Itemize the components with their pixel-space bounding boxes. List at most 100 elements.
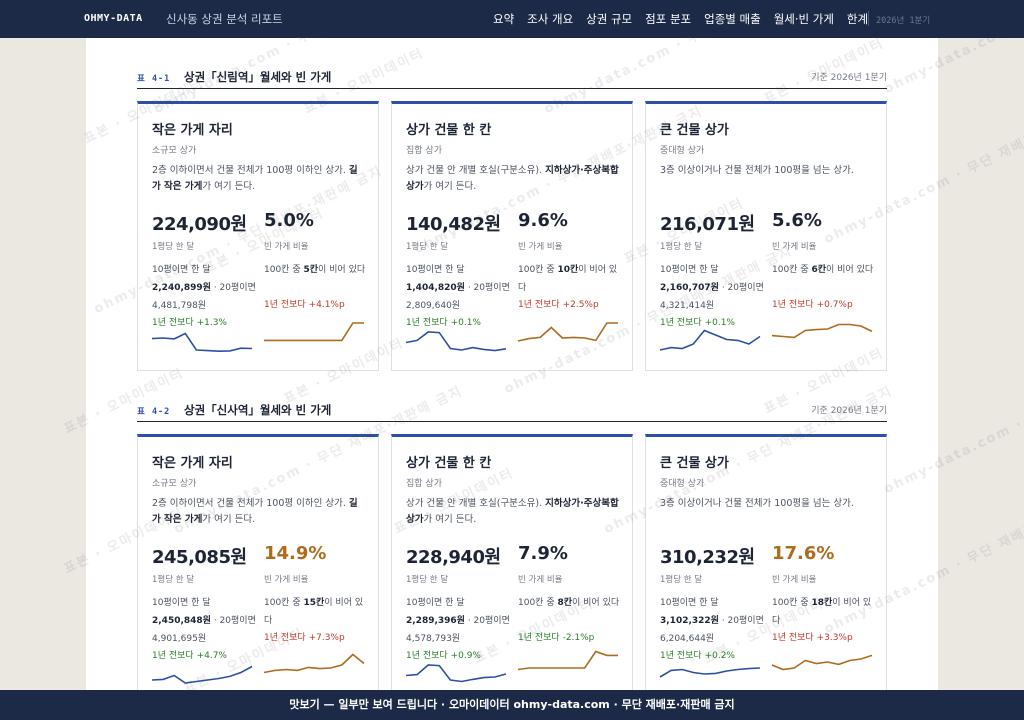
rent-card-collective: 상가 건물 한 칸 집합 상가 상가 건물 안 개별 호실(구분소유). 지하상… xyxy=(391,101,633,371)
note-text: · 20평이면 6,204,644원 xyxy=(660,616,764,644)
vacancy-value: 14.9% xyxy=(264,543,327,564)
rent-label: 1평당 한 달 xyxy=(406,575,449,585)
note-text: 10평이면 한 달 xyxy=(152,265,211,275)
vacancy-trend-sparkline xyxy=(264,322,364,342)
note-text: 100칸 중 xyxy=(772,598,812,608)
note-emphasis: 10칸 xyxy=(557,265,579,275)
rent-trend-sparkline xyxy=(405,664,507,683)
card-description: 2층 이하이면서 건물 전체가 100평 이하인 상가. 길가 작은 가게가 여… xyxy=(152,163,366,195)
vacancy-yoy-change: 1년 전보다 +3.3%p xyxy=(772,633,853,643)
table-title: 상권「신사역」월세와 빈 가게 xyxy=(184,403,332,417)
desc-emphasis: 지하상가·주상복합 상가 xyxy=(406,165,619,192)
vacancy-trend-sparkline-line xyxy=(517,650,618,671)
nav-item-rent-vacancy[interactable]: 월세·빈 가게 xyxy=(773,12,834,26)
card-description: 3층 이상이거나 건물 전체가 100평을 넘는 상가. xyxy=(660,496,874,512)
note-emphasis: 2,289,396원 xyxy=(406,616,465,626)
note-text: · 20평이면 2,809,640원 xyxy=(406,283,510,311)
card-title: 작은 가게 자리 xyxy=(152,123,233,138)
nav-item-summary[interactable]: 요약 xyxy=(493,12,515,26)
card-description: 3층 이상이거나 건물 전체가 100평을 넘는 상가. xyxy=(660,163,874,179)
site-logo[interactable]: OHMY-DATA xyxy=(84,13,143,24)
rent-example-note: 10평이면 한 달 2,289,396원 · 20평이면 4,578,793원 xyxy=(406,594,518,648)
vacancy-trend-sparkline xyxy=(517,322,618,342)
vacancy-note: 100칸 중 15칸이 비어 있다 xyxy=(264,594,370,630)
note-text: 10평이면 한 달 xyxy=(406,265,465,275)
note-text: 이 비어 있다 xyxy=(518,265,618,293)
table-number: 표 4-1 xyxy=(137,74,171,84)
note-text: 10평이면 한 달 xyxy=(660,598,719,608)
vacancy-yoy-change: 1년 전보다 +7.3%p xyxy=(264,633,345,643)
card-category: 중대형 상가 xyxy=(660,479,705,489)
rent-trend-sparkline xyxy=(659,667,761,678)
rent-card-large: 큰 건물 상가 중대형 상가 3층 이상이거나 건물 전체가 100평을 넘는 … xyxy=(645,434,887,690)
note-text: 100칸 중 xyxy=(518,265,558,275)
rent-label: 1평당 한 달 xyxy=(152,575,195,585)
nav-item-sales-by-industry[interactable]: 업종별 매출 xyxy=(704,12,761,26)
nav-item-store-distribution[interactable]: 점포 분포 xyxy=(645,12,692,26)
desc-emphasis: 길가 작은 가게 xyxy=(152,498,358,525)
rent-example-note: 10평이면 한 달 2,450,848원 · 20평이면 4,901,695원 xyxy=(152,594,264,648)
report-title: 신사동 상권 분석 리포트 xyxy=(166,12,283,26)
rent-value: 245,085원 xyxy=(152,547,247,568)
rent-label: 1평당 한 달 xyxy=(152,242,195,252)
note-text: · 20평이면 4,321,414원 xyxy=(660,283,764,311)
vacancy-value: 7.9% xyxy=(518,543,568,564)
rent-example-note: 10평이면 한 달 1,404,820원 · 20평이면 2,809,640원 xyxy=(406,261,518,315)
nav-item-limitations[interactable]: 한계 xyxy=(846,12,869,26)
card-title: 큰 건물 상가 xyxy=(660,123,729,138)
report-period: 2026년 1분기 xyxy=(876,16,931,26)
note-text: · 20평이면 4,901,695원 xyxy=(152,616,256,644)
nav-item-market-size[interactable]: 상권 규모 xyxy=(586,12,633,26)
note-emphasis: 6칸 xyxy=(811,265,827,275)
nav-item-survey-overview[interactable]: 조사 개요 xyxy=(527,12,574,26)
desc-text: 가 여기 든다. xyxy=(202,181,256,192)
rent-yoy-change: 1년 전보다 +0.1% xyxy=(660,318,735,328)
table-header: 표 4-1 상권「신림역」월세와 빈 가게 기준 2026년 1분기 xyxy=(137,67,887,89)
table-title: 상권「신림역」월세와 빈 가게 xyxy=(184,70,332,84)
vacancy-note: 100칸 중 6칸이 비어 있다 xyxy=(772,261,878,279)
table-basis-date: 기준 2026년 1분기 xyxy=(811,406,887,416)
vacancy-value: 5.0% xyxy=(264,210,314,231)
top-navigation-bar: OHMY-DATA 신사동 상권 분석 리포트 요약 조사 개요 상권 규모 점… xyxy=(0,0,1024,38)
card-title: 상가 건물 한 칸 xyxy=(406,456,492,471)
rent-trend-sparkline-line xyxy=(659,667,761,678)
vacancy-trend-sparkline xyxy=(517,650,618,671)
vacancy-value: 9.6% xyxy=(518,210,568,231)
card-category: 소규모 상가 xyxy=(152,479,197,489)
section-nav: 요약 조사 개요 상권 규모 점포 분포 업종별 매출 월세·빈 가게 한계 xyxy=(493,11,881,27)
card-category: 집합 상가 xyxy=(406,479,442,489)
desc-text: 상가 건물 안 개별 호실(구분소유). xyxy=(406,498,546,509)
note-text: 100칸 중 xyxy=(518,598,558,608)
card-category: 집합 상가 xyxy=(406,146,442,156)
table-rule xyxy=(137,421,887,422)
rent-label: 1평당 한 달 xyxy=(406,242,449,252)
note-text: 10평이면 한 달 xyxy=(406,598,465,608)
desc-text: 2층 이하이면서 건물 전체가 100평 이하인 상가. xyxy=(152,498,349,509)
note-text: 이 비어 있다 xyxy=(826,265,874,275)
rent-trend-sparkline-line xyxy=(151,332,253,353)
vacancy-note: 100칸 중 18칸이 비어 있다 xyxy=(772,594,878,630)
rent-trend-sparkline xyxy=(659,329,761,351)
card-title: 큰 건물 상가 xyxy=(660,456,729,471)
vacancy-note: 100칸 중 10칸이 비어 있다 xyxy=(518,261,624,297)
rent-card-small: 작은 가게 자리 소규모 상가 2층 이하이면서 건물 전체가 100평 이하인… xyxy=(137,434,379,690)
rent-trend-sparkline-line xyxy=(151,665,253,684)
card-description: 상가 건물 안 개별 호실(구분소유). 지하상가·주상복합 상가가 여기 든다… xyxy=(406,496,620,528)
desc-text: 가 여기 든다. xyxy=(423,514,477,525)
card-description: 2층 이하이면서 건물 전체가 100평 이하인 상가. 길가 작은 가게가 여… xyxy=(152,496,366,528)
table-header: 표 4-2 상권「신사역」월세와 빈 가게 기준 2026년 1분기 xyxy=(137,400,887,422)
note-text: · 20평이면 4,481,798원 xyxy=(152,283,256,311)
rent-card-small: 작은 가게 자리 소규모 상가 2층 이하이면서 건물 전체가 100평 이하인… xyxy=(137,101,379,371)
vacancy-note: 100칸 중 5칸이 비어 있다 xyxy=(264,261,370,279)
vacancy-label: 빈 가게 비율 xyxy=(772,242,817,252)
note-text: 100칸 중 xyxy=(264,598,304,608)
note-text: 10평이면 한 달 xyxy=(660,265,719,275)
rent-trend-sparkline xyxy=(151,665,253,684)
table-number: 표 4-2 xyxy=(137,407,171,417)
desc-text: 상가 건물 안 개별 호실(구분소유). xyxy=(406,165,546,176)
vacancy-label: 빈 가게 비율 xyxy=(264,242,309,252)
vacancy-yoy-change: 1년 전보다 +0.7%p xyxy=(772,300,853,310)
vacancy-label: 빈 가게 비율 xyxy=(518,242,563,252)
rent-trend-sparkline-line xyxy=(659,329,761,351)
rent-example-note: 10평이면 한 달 3,102,322원 · 20평이면 6,204,644원 xyxy=(660,594,772,648)
